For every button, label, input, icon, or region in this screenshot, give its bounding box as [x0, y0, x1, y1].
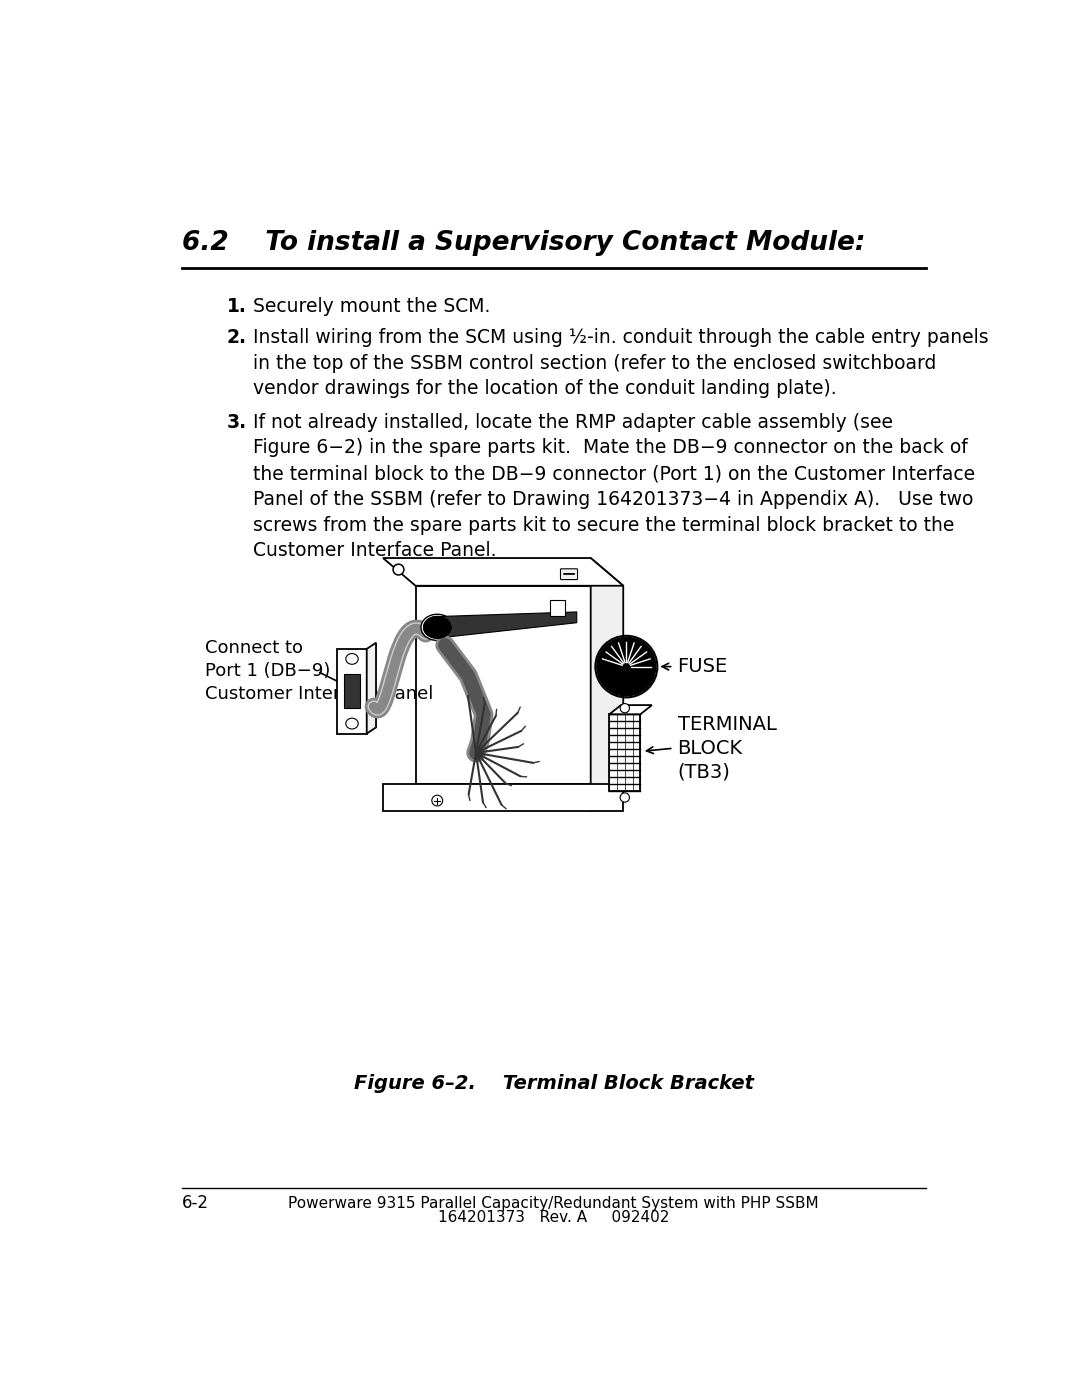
Ellipse shape	[346, 654, 359, 665]
Text: 3.: 3.	[227, 412, 246, 432]
Text: Figure 6–2.    Terminal Block Bracket: Figure 6–2. Terminal Block Bracket	[353, 1074, 754, 1094]
Ellipse shape	[423, 616, 450, 638]
Polygon shape	[437, 612, 577, 638]
Ellipse shape	[423, 616, 450, 638]
Polygon shape	[337, 648, 367, 733]
Polygon shape	[591, 557, 623, 812]
Ellipse shape	[421, 615, 454, 640]
Text: Powerware 9315 Parallel Capacity/Redundant System with PHP SSBM: Powerware 9315 Parallel Capacity/Redunda…	[288, 1196, 819, 1211]
Text: Connect to
Port 1 (DB−9) on
Customer Interface Panel: Connect to Port 1 (DB−9) on Customer Int…	[205, 640, 433, 703]
Text: FUSE: FUSE	[677, 657, 728, 676]
Circle shape	[620, 793, 630, 802]
Text: 6.2    To install a Supervisory Contact Module:: 6.2 To install a Supervisory Contact Mod…	[181, 231, 865, 256]
Text: If not already installed, locate the RMP adapter cable assembly (see
Figure 6−2): If not already installed, locate the RMP…	[253, 412, 975, 560]
Text: Securely mount the SCM.: Securely mount the SCM.	[253, 298, 490, 316]
Text: 164201373   Rev. A     092402: 164201373 Rev. A 092402	[437, 1210, 670, 1225]
Text: 2.: 2.	[227, 328, 246, 346]
FancyBboxPatch shape	[550, 601, 565, 616]
Ellipse shape	[346, 718, 359, 729]
Polygon shape	[416, 585, 623, 784]
Text: 1.: 1.	[227, 298, 246, 316]
Text: Install wiring from the SCM using ½-in. conduit through the cable entry panels
i: Install wiring from the SCM using ½-in. …	[253, 328, 988, 398]
Circle shape	[432, 795, 443, 806]
Circle shape	[620, 704, 630, 712]
Circle shape	[393, 564, 404, 576]
Text: 6-2: 6-2	[181, 1194, 208, 1213]
Circle shape	[597, 637, 656, 696]
Polygon shape	[367, 643, 376, 733]
Polygon shape	[345, 675, 360, 708]
Polygon shape	[383, 784, 623, 812]
Text: TERMINAL
BLOCK
(TB3): TERMINAL BLOCK (TB3)	[677, 715, 777, 781]
Polygon shape	[383, 557, 623, 585]
Polygon shape	[609, 705, 652, 714]
Polygon shape	[609, 714, 640, 791]
FancyBboxPatch shape	[561, 569, 578, 580]
